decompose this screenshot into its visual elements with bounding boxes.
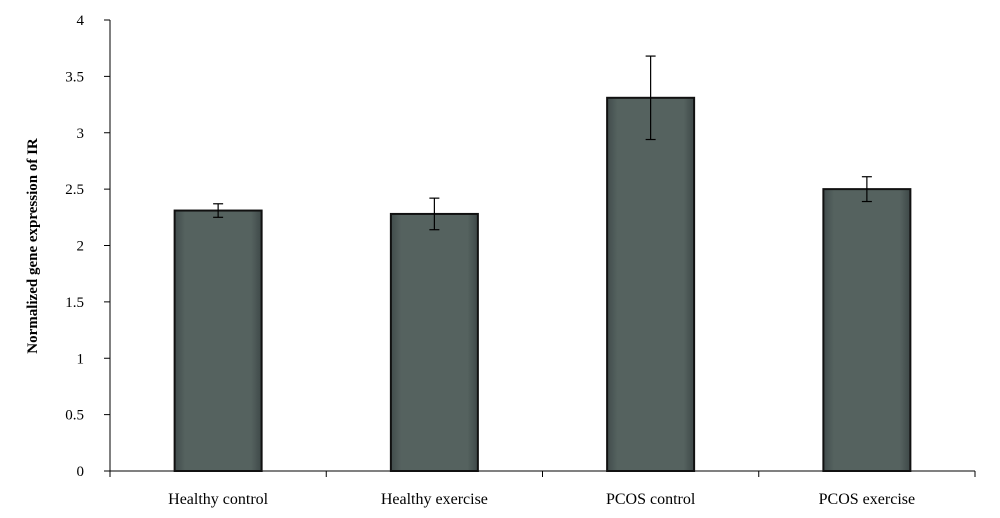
y-tick-label: 1.5: [65, 295, 84, 311]
y-ticks: 0 0.5 1 1.5 2 2.5 3 3.5 4: [65, 13, 110, 480]
error-bar: [645, 55, 656, 141]
x-tick-label: Healthy control: [168, 491, 269, 508]
y-tick-label: 0.5: [65, 408, 84, 424]
x-ticks: [109, 471, 976, 477]
y-tick-label: 0: [77, 464, 85, 480]
error-bar: [861, 176, 872, 203]
bar: [173, 209, 263, 473]
error-bar: [429, 197, 440, 231]
y-tick-label: 3.5: [65, 69, 84, 85]
x-tick-label: PCOS control: [606, 491, 696, 508]
y-axis-label: Normalized gene expression of IR: [25, 138, 41, 354]
error-bar: [213, 203, 224, 218]
x-tick-labels: Healthy control Healthy exercise PCOS cont…: [168, 491, 915, 508]
y-tick-label: 1: [77, 351, 85, 367]
bar: [389, 212, 479, 472]
x-tick-label: Healthy exercise: [381, 491, 488, 508]
y-tick-label: 2.5: [65, 182, 84, 198]
y-tick-label: 4: [77, 13, 85, 29]
bar: [822, 188, 912, 472]
y-tick-label: 2: [77, 239, 85, 255]
y-tick-label: 3: [77, 126, 85, 142]
x-tick-label: PCOS exercise: [819, 491, 915, 508]
bars: [173, 96, 912, 473]
error-bars: [213, 55, 872, 231]
bar: [606, 96, 696, 473]
